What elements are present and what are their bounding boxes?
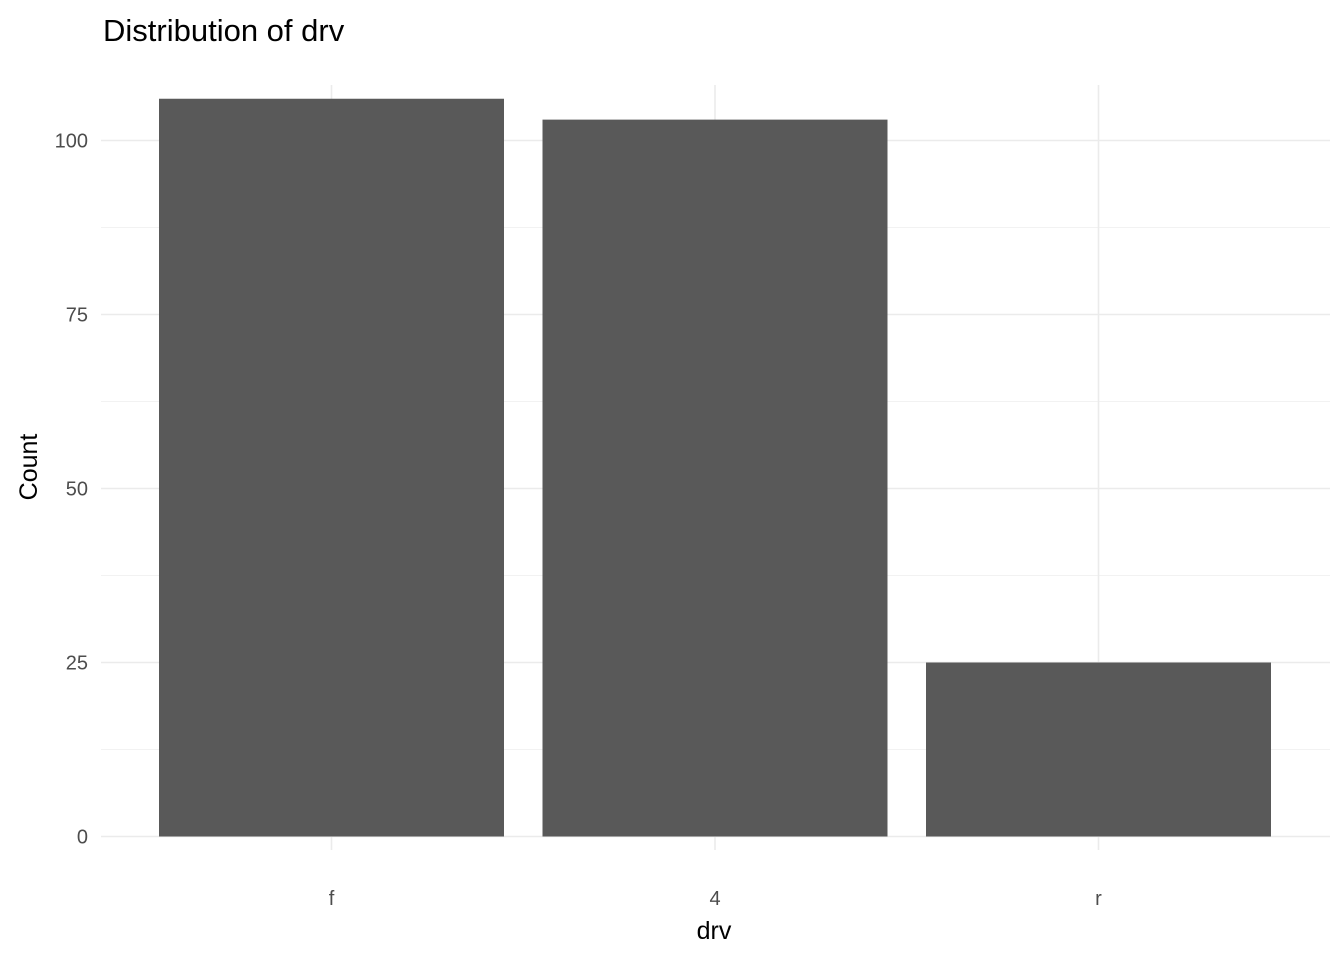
x-tick-label: 4 <box>709 888 720 910</box>
y-tick-label: 50 <box>66 479 88 501</box>
x-tick-label: f <box>329 888 335 910</box>
x-tick-label: r <box>1095 888 1102 910</box>
bar-4 <box>542 119 888 837</box>
y-tick-label: 0 <box>77 827 88 849</box>
bar-r <box>926 662 1271 837</box>
bars <box>159 98 1271 837</box>
x-axis-ticks: f 4 r <box>329 888 1102 910</box>
y-tick-label: 75 <box>66 305 88 327</box>
y-tick-label: 100 <box>55 131 88 153</box>
chart-title: Distribution of drv <box>103 13 345 48</box>
y-axis-ticks: 0 25 50 75 100 <box>55 131 88 849</box>
bar-f <box>159 98 504 837</box>
y-axis-title: Count <box>15 434 43 501</box>
x-axis-title: drv <box>697 917 732 945</box>
y-tick-label: 25 <box>66 653 88 675</box>
